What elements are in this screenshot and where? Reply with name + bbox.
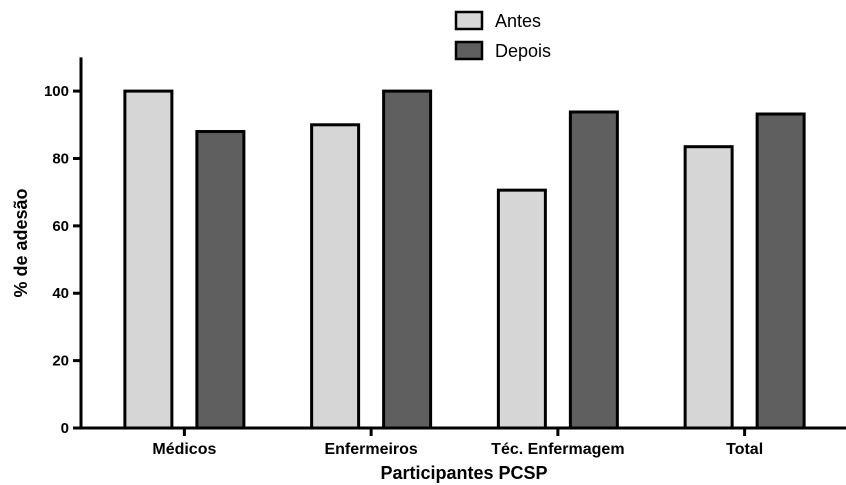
y-tick-label: 80 <box>52 150 69 167</box>
x-tick-label: Total <box>726 441 763 458</box>
bar-depois-2 <box>568 110 619 430</box>
y-axis: 0 20 40 60 80 100 <box>44 57 83 437</box>
bar-antes-0 <box>123 89 174 430</box>
legend: Antes Depois <box>454 10 551 61</box>
y-axis-title: % de adesão <box>11 188 31 297</box>
x-tick-label: Médicos <box>152 441 216 458</box>
y-tick-label: 20 <box>52 353 69 370</box>
bar-antes-1 <box>310 123 361 430</box>
y-tick-label: 100 <box>44 83 69 100</box>
x-axis-title: Participantes PCSP <box>380 463 547 483</box>
bars-group <box>123 89 806 430</box>
bar-antes-2 <box>496 188 547 430</box>
legend-swatch-antes <box>454 10 484 31</box>
y-tick-label: 40 <box>52 285 69 302</box>
y-tick-label: 0 <box>61 420 69 437</box>
bar-depois-0 <box>195 130 246 430</box>
x-tick-label: Enfermeiros <box>324 441 417 458</box>
bar-antes-3 <box>683 145 734 430</box>
bar-depois-3 <box>755 112 806 430</box>
y-tick-label: 60 <box>52 218 69 235</box>
x-axis: Médicos Enfermeiros Téc. Enfermagem Total <box>79 426 846 458</box>
legend-label-antes: Antes <box>495 11 541 31</box>
x-tick-label: Téc. Enfermagem <box>491 441 624 458</box>
legend-swatch-depois <box>454 40 484 61</box>
legend-label-depois: Depois <box>495 41 551 61</box>
bar-depois-1 <box>382 89 433 430</box>
